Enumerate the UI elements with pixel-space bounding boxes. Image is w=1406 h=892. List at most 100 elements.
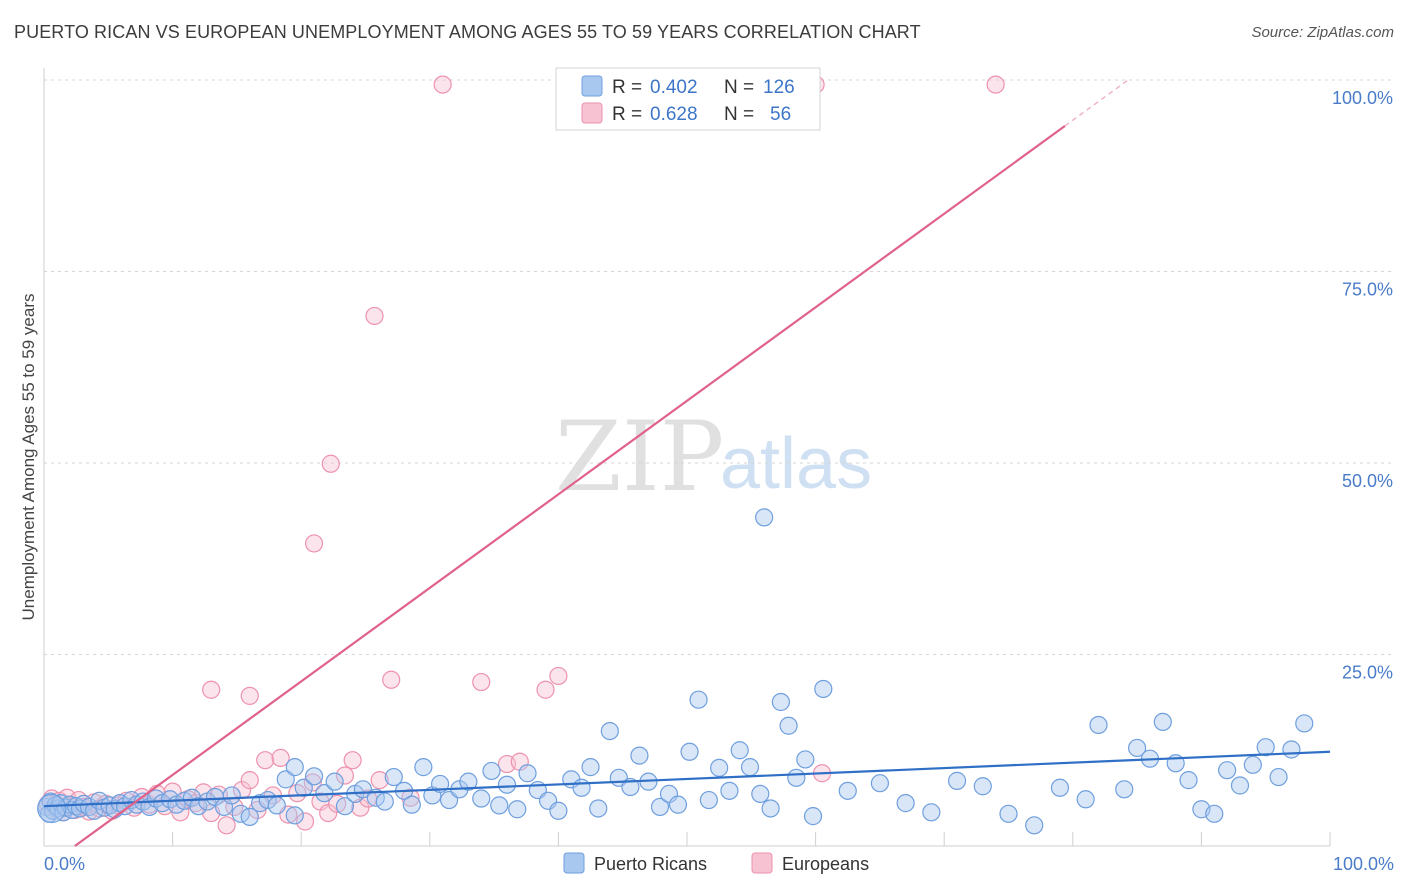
puerto-rican-point-101 — [896, 794, 915, 813]
puerto-rican-point-108 — [1076, 790, 1095, 809]
axes-layer — [43, 68, 1330, 847]
legend-swatch-pink — [581, 102, 603, 124]
puerto-rican-point-46 — [304, 767, 324, 786]
puerto-rican-point-106 — [1025, 816, 1044, 835]
puerto-rican-point-119 — [1230, 776, 1250, 795]
y-tick-label-25: 25.0% — [1342, 663, 1393, 683]
european-point-39 — [295, 812, 315, 831]
correlation-legend: R = 0.402 N = 126 R = 0.628 N = 56 — [555, 67, 821, 131]
puerto-rican-point-111 — [1127, 738, 1147, 758]
puerto-rican-point-90 — [740, 758, 760, 777]
puerto-rican-point-120 — [1243, 755, 1262, 774]
puerto-rican-point-104 — [973, 777, 992, 796]
legend-pink-n-label: N = — [724, 104, 754, 125]
puerto-rican-point-123 — [1282, 740, 1301, 759]
puerto-rican-point-78 — [621, 777, 640, 797]
puerto-rican-point-45 — [294, 778, 313, 797]
european-point-51 — [202, 680, 221, 699]
european-point-34 — [256, 751, 275, 770]
european-point-29 — [217, 816, 236, 835]
puerto-rican-point-36 — [222, 786, 241, 805]
puerto-rican-trendline — [43, 750, 1331, 808]
puerto-rican-point-38 — [240, 807, 259, 826]
y-tick-label-100: 100.0% — [1332, 88, 1393, 108]
bottom-legend-swatch-pink — [751, 852, 773, 874]
legend-pink-n-value: 56 — [770, 104, 791, 125]
puerto-rican-point-71 — [549, 801, 568, 820]
puerto-rican-point-48 — [325, 772, 344, 791]
puerto-rican-point-87 — [710, 758, 729, 777]
european-point-32 — [240, 771, 259, 790]
european-point-49 — [401, 788, 420, 807]
puerto-rican-point-63 — [472, 789, 491, 808]
puerto-rican-point-88 — [720, 781, 739, 800]
puerto-rican-point-57 — [414, 758, 433, 777]
puerto-rican-point-100 — [870, 774, 890, 793]
puerto-rican-point-118 — [1218, 761, 1237, 780]
legend-blue-n-value: 126 — [763, 77, 795, 98]
european-point-50 — [240, 686, 259, 705]
puerto-rican-point-65 — [490, 796, 509, 815]
european-point-55 — [472, 672, 491, 692]
puerto-rican-point-117 — [1205, 804, 1224, 823]
european-trendline — [74, 125, 1066, 847]
puerto-rican-points — [37, 508, 1314, 835]
puerto-rican-point-81 — [650, 797, 670, 817]
bottom-legend-swatch-blue — [563, 852, 585, 874]
puerto-rican-point-75 — [589, 799, 608, 818]
grid-layer — [43, 79, 1394, 846]
legend-blue-r-value: 0.402 — [650, 77, 698, 98]
european-point-54 — [365, 306, 384, 326]
puerto-rican-point-91 — [751, 784, 770, 804]
puerto-rican-point-96 — [796, 750, 815, 769]
legend-swatch-blue — [581, 75, 603, 97]
puerto-rican-point-56 — [402, 795, 421, 814]
european-point-60 — [382, 670, 401, 689]
puerto-rican-point-66 — [497, 775, 517, 794]
puerto-rican-point-121 — [1256, 738, 1275, 757]
watermark-atlas: atlas — [720, 424, 872, 504]
puerto-rican-point-84 — [680, 742, 699, 761]
european-point-53 — [321, 454, 340, 473]
puerto-rican-point-54 — [384, 767, 403, 787]
puerto-rican-point-42 — [276, 770, 295, 789]
y-tick-labels: 25.0% 50.0% 75.0% 100.0% — [1332, 88, 1393, 683]
puerto-rican-point-103 — [947, 771, 967, 790]
european-point-65 — [986, 75, 1005, 94]
source-credit: Source: ZipAtlas.com — [1251, 24, 1394, 41]
puerto-rican-point-107 — [1050, 778, 1070, 797]
puerto-rican-point-122 — [1269, 767, 1288, 787]
puerto-rican-point-102 — [922, 803, 941, 822]
puerto-rican-point-41 — [267, 796, 286, 815]
puerto-rican-point-98 — [814, 679, 833, 699]
european-point-58 — [536, 680, 555, 699]
series-legend: Puerto Ricans Europeans — [563, 852, 869, 874]
puerto-rican-point-53 — [375, 792, 394, 811]
puerto-rican-point-43 — [285, 758, 304, 777]
puerto-rican-point-94 — [779, 716, 798, 735]
chart-title: PUERTO RICAN VS EUROPEAN UNEMPLOYMENT AM… — [14, 22, 921, 42]
legend-blue-r-label: R = — [612, 77, 642, 98]
puerto-rican-point-105 — [999, 804, 1018, 823]
puerto-rican-point-52 — [366, 788, 385, 807]
puerto-rican-point-83 — [668, 795, 688, 814]
legend-pink-r-label: R = — [612, 104, 642, 125]
puerto-rican-point-110 — [1115, 780, 1134, 799]
puerto-rican-point-95 — [787, 768, 806, 787]
puerto-rican-point-92 — [761, 799, 780, 818]
puerto-rican-point-125 — [755, 508, 774, 527]
puerto-rican-point-44 — [285, 806, 304, 825]
puerto-rican-point-76 — [600, 721, 619, 741]
puerto-rican-point-109 — [1089, 715, 1108, 735]
trendlines — [43, 79, 1331, 847]
puerto-rican-cluster-point — [37, 793, 67, 824]
puerto-rican-point-85 — [689, 690, 708, 709]
y-tick-label-75: 75.0% — [1342, 280, 1393, 300]
european-point-48 — [370, 771, 389, 790]
bottom-legend-europeans: Europeans — [782, 854, 869, 874]
puerto-rican-point-99 — [838, 781, 857, 800]
puerto-rican-point-97 — [803, 807, 823, 826]
puerto-rican-point-115 — [1179, 771, 1198, 790]
puerto-rican-point-79 — [630, 746, 649, 765]
